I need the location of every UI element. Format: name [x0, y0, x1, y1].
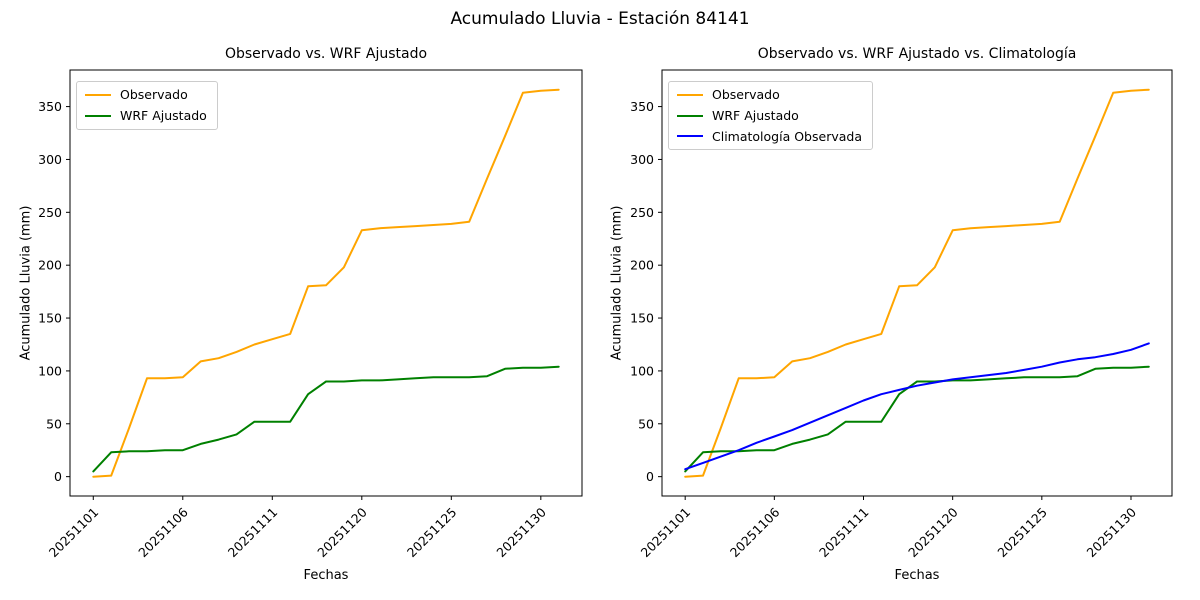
y-tick-label: 0: [646, 469, 654, 484]
right-x-axis-label: Fechas: [894, 568, 940, 583]
y-tick-label: 150: [38, 311, 62, 326]
legend-label: Observado: [712, 87, 780, 102]
legend-item: Climatología Observada: [677, 128, 862, 144]
legend-item: WRF Ajustado: [677, 107, 862, 123]
legend-label: Observado: [120, 87, 188, 102]
x-tick-label: 20251120: [905, 504, 961, 560]
x-tick-label: 20251106: [727, 504, 783, 560]
x-tick-label: 20251101: [46, 505, 102, 561]
left-x-axis-label: Fechas: [303, 568, 349, 583]
legend-line-swatch: [677, 114, 703, 117]
legend-line-swatch: [677, 93, 703, 96]
x-tick-label: 20251130: [493, 504, 549, 560]
legend-item: Observado: [677, 88, 862, 102]
wrf-ajustado-line: [684, 365, 1150, 473]
x-tick-label: 20251101: [638, 505, 694, 561]
x-tick-label: 20251125: [404, 505, 460, 561]
legend-label: WRF Ajustado: [120, 107, 207, 123]
axes-frame: [69, 69, 583, 497]
legend-item: Observado: [85, 88, 207, 102]
left-legend: Observado WRF Ajustado: [76, 81, 218, 130]
y-tick-label: 100: [38, 363, 62, 378]
y-tick-label: 250: [38, 205, 62, 220]
x-tick-label: 20251111: [225, 505, 281, 561]
y-tick-label: 0: [54, 469, 62, 484]
legend-label: Climatología Observada: [712, 128, 862, 144]
right-subplot-title: Observado vs. WRF Ajustado vs. Climatolo…: [757, 46, 1077, 62]
y-tick-label: 50: [46, 416, 62, 431]
observado-line: [684, 88, 1150, 478]
y-tick-label: 200: [38, 258, 62, 273]
y-tick-label: 150: [630, 311, 654, 326]
y-tick-label: 50: [638, 416, 654, 431]
x-tick-label: 20251106: [135, 504, 191, 560]
legend-line-swatch: [85, 114, 111, 117]
y-tick-label: 350: [630, 99, 654, 114]
left-subplot-title: Observado vs. WRF Ajustado: [224, 46, 428, 62]
x-tick-label: 20251120: [314, 504, 370, 560]
legend-line-swatch: [677, 135, 703, 138]
climatolog-a-observada-line: [684, 342, 1150, 471]
y-tick-label: 100: [630, 363, 654, 378]
x-tick-label: 20251125: [994, 505, 1050, 561]
y-tick-label: 200: [630, 258, 654, 273]
wrf-ajustado-line: [92, 365, 560, 473]
x-tick-label: 20251111: [816, 505, 872, 561]
y-tick-label: 300: [630, 152, 654, 167]
axes-frame: [661, 69, 1173, 497]
figure-title: Acumulado Lluvia - Estación 84141: [450, 9, 750, 29]
legend-line-swatch: [85, 93, 111, 96]
y-tick-label: 300: [38, 152, 62, 167]
y-tick-label: 350: [38, 99, 62, 114]
observado-line: [92, 88, 560, 478]
legend-label: WRF Ajustado: [712, 107, 799, 123]
x-tick-label: 20251130: [1084, 504, 1140, 560]
legend-item: WRF Ajustado: [85, 107, 207, 123]
y-tick-label: 250: [630, 205, 654, 220]
right-legend: Observado WRF Ajustado Climatología Observ…: [668, 81, 873, 151]
